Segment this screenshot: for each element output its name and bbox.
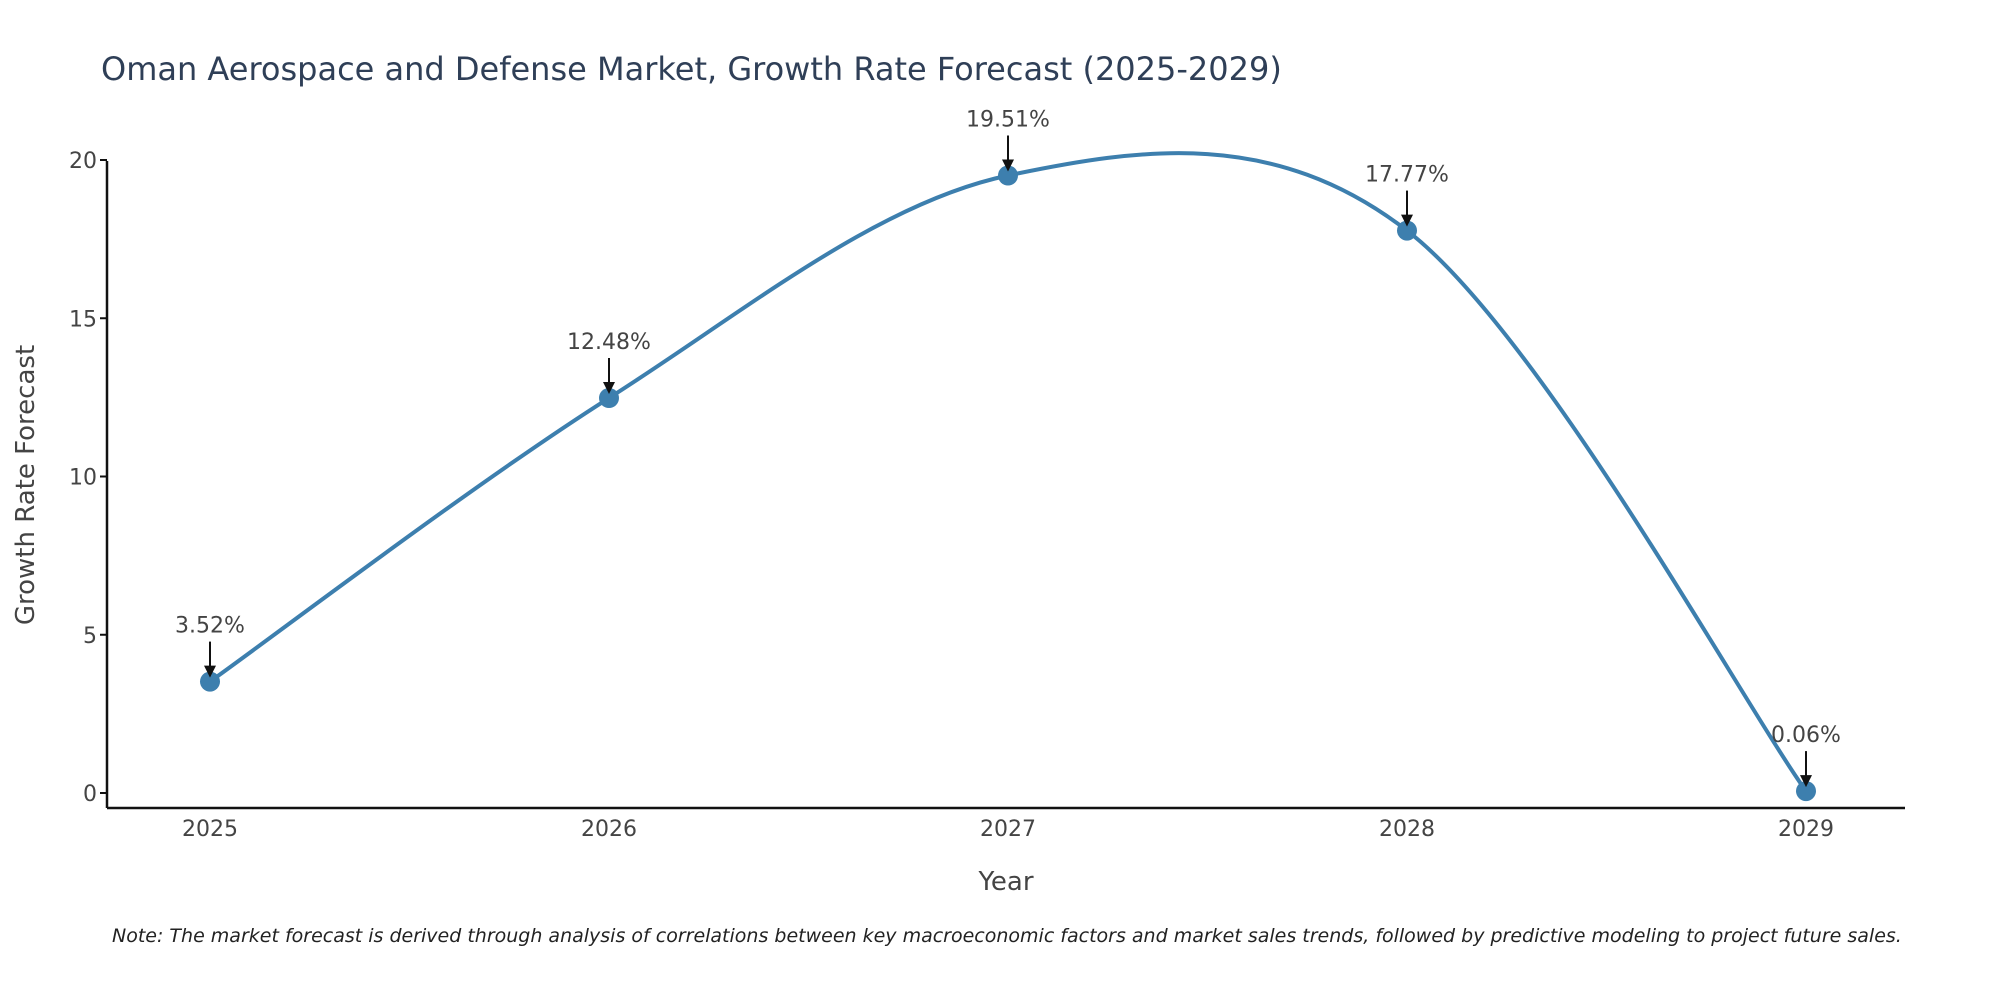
y-tick-label: 10 xyxy=(69,466,97,491)
data-label: 17.77% xyxy=(1365,163,1449,188)
data-point xyxy=(1796,781,1816,802)
forecast-note: Note: The market forecast is derived thr… xyxy=(112,925,1902,947)
data-point xyxy=(200,671,220,692)
plot-area: 0 5 10 15 20 2025 2026 2027 2028 2029 3.52% 12.48% 1… xyxy=(69,108,1841,842)
x-tick-label: 2028 xyxy=(1379,817,1435,842)
data-point xyxy=(599,388,619,409)
y-tick-label: 0 xyxy=(83,782,97,807)
y-tick-label: 5 xyxy=(83,624,97,649)
growth-rate-line xyxy=(208,151,1808,794)
y-axis-title: Growth Rate Forecast xyxy=(11,345,41,625)
data-label: 3.52% xyxy=(175,614,245,639)
data-point xyxy=(1397,220,1417,241)
x-tick-label: 2026 xyxy=(581,817,637,842)
data-label: 19.51% xyxy=(966,108,1050,133)
data-point xyxy=(998,165,1018,186)
x-tick-label: 2025 xyxy=(182,817,238,842)
data-label: 12.48% xyxy=(567,330,651,355)
y-tick-label: 15 xyxy=(69,307,97,332)
data-label: 0.06% xyxy=(1771,723,1841,748)
y-tick-label: 20 xyxy=(69,149,97,174)
x-axis-title: Year xyxy=(977,867,1033,897)
x-tick-label: 2027 xyxy=(980,817,1036,842)
x-tick-label: 2029 xyxy=(1778,817,1834,842)
chart-title: Oman Aerospace and Defense Market, Growt… xyxy=(101,50,1282,88)
